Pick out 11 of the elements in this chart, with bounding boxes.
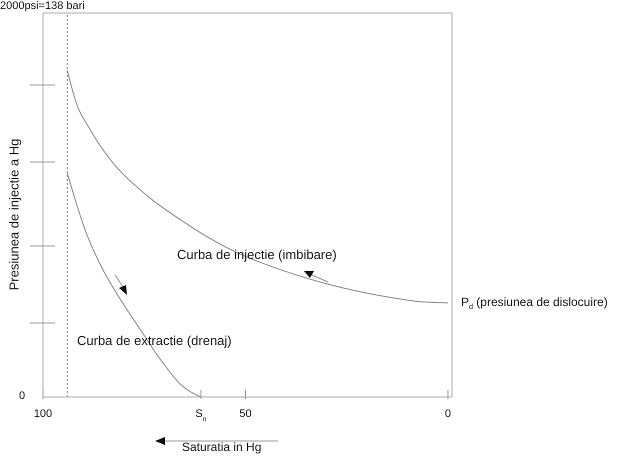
annotation: Curba de extractie (drenaj) — [77, 333, 232, 348]
annotation: P$_{d}$ (presiunea de dislocuire) — [460, 295, 608, 312]
x-tick-label: 0 — [444, 408, 452, 420]
x-tick-label: S$_{n}$ — [195, 408, 207, 422]
y-axis-title: Presiunea de injectie a Hg — [6, 138, 22, 290]
text: 0 — [19, 390, 26, 402]
x-tick-label: 100 — [34, 408, 52, 420]
x-tick-label: 50 — [239, 408, 252, 420]
text: 2000psi=138 bari — [0, 0, 85, 12]
annotation: Curba de injectie (imbibare) — [177, 247, 337, 262]
x-axis-title: Saturatia in Hg — [182, 440, 262, 454]
